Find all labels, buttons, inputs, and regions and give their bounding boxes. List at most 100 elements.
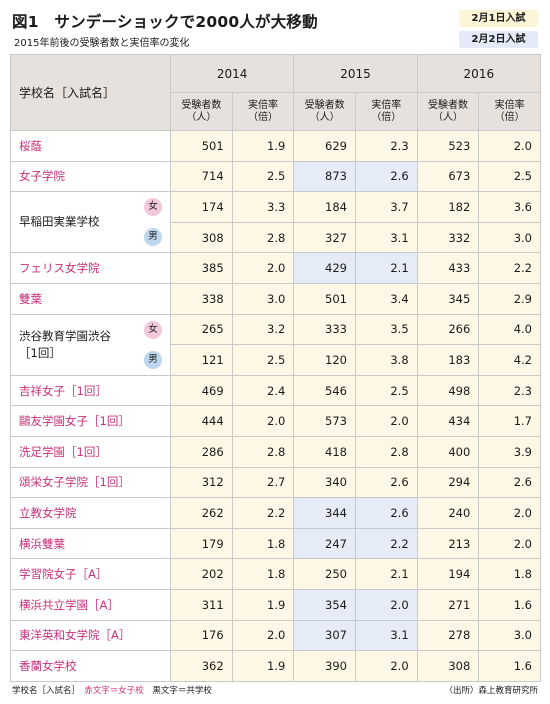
ratio-2015-cell: 3.1 bbox=[354, 619, 418, 652]
ratio-2014-cell: 3.3 bbox=[231, 191, 295, 223]
table-row: 吉祥女子［1回］ 469 2.4 546 2.5 498 2.3 bbox=[10, 374, 541, 407]
applicants-2016-cell: 240 bbox=[416, 497, 480, 529]
school-name: 吉祥女子［1回］ bbox=[10, 374, 171, 407]
ratio-2014-cell: 2.5 bbox=[231, 160, 295, 193]
applicants-2014-cell: 202 bbox=[170, 558, 233, 590]
applicants-2015-cell: 327 bbox=[293, 221, 356, 254]
applicants-table: 学校名［入試名］ 2014 2015 2016 受験者数 （人） 実倍率 （倍）… bbox=[10, 54, 541, 682]
applicants-2015-cell: 307 bbox=[293, 619, 356, 652]
gender-badge-female: 女 bbox=[144, 320, 162, 339]
ratio-2016-cell: 1.6 bbox=[478, 588, 541, 621]
applicants-2016-cell: 194 bbox=[416, 558, 480, 590]
gender-badge-female: 女 bbox=[144, 198, 162, 217]
figure-header: 図1 サンデーショックで2000人が大移動 2015年前後の受験者数と実倍率の変… bbox=[12, 8, 538, 52]
applicants-2014-cell: 385 bbox=[170, 252, 233, 284]
applicants-2016-cell: 332 bbox=[416, 221, 480, 254]
table-row: 香蘭女学校 362 1.9 390 2.0 308 1.6 bbox=[10, 650, 541, 682]
ratio-header-label: 実倍率 （倍） bbox=[494, 99, 525, 123]
school-name: 頌栄女子学院［1回］ bbox=[10, 466, 171, 499]
ratio-2016-cell: 2.9 bbox=[478, 282, 541, 315]
ratio-2016-cell: 3.9 bbox=[478, 435, 541, 468]
applicants-2014-cell: 714 bbox=[170, 160, 233, 193]
ratio-header-label: 実倍率 （倍） bbox=[371, 99, 402, 123]
ratio-2015-cell: 2.1 bbox=[354, 558, 418, 590]
applicants-2016-cell: 308 bbox=[416, 650, 480, 682]
school-name: 東洋英和女学院［A］ bbox=[10, 619, 171, 652]
applicants-2014-cell: 121 bbox=[170, 344, 233, 376]
applicants-2015-cell: 390 bbox=[293, 650, 356, 682]
applicants-2016-cell: 183 bbox=[416, 344, 480, 376]
ratio-2014-cell: 1.8 bbox=[231, 527, 295, 560]
ratio-2015-cell: 2.6 bbox=[354, 497, 418, 529]
ratio-2015-cell: 2.0 bbox=[354, 405, 418, 437]
footer-legend: 学校名［入試名］ 赤文字＝女子校 黒文字＝共学校 bbox=[12, 684, 212, 696]
applicants-2016-cell: 400 bbox=[416, 435, 480, 468]
table-row: 121 2.5 120 3.8 183 4.2 bbox=[11, 344, 541, 376]
school-name: 渋谷教育学園渋谷 ［1回］ bbox=[19, 328, 111, 360]
applicants-2014-cell: 265 bbox=[170, 313, 233, 346]
table-row: 渋谷教育学園渋谷 ［1回］ 女男 265 3.2 333 3.5 266 4.0 bbox=[10, 313, 541, 376]
applicants-2016-cell: 278 bbox=[416, 619, 480, 652]
applicants-2014-cell: 501 bbox=[170, 130, 233, 162]
applicants-2016-cell: 213 bbox=[416, 527, 480, 560]
school-name: 横浜共立学園［A］ bbox=[10, 588, 171, 621]
ratio-2014-cell: 2.4 bbox=[231, 374, 295, 407]
applicants-2016-cell: 294 bbox=[416, 466, 480, 499]
ratio-header: 実倍率 （倍） bbox=[231, 92, 295, 131]
footer-legend-girls: 赤文字＝女子校 bbox=[84, 686, 144, 696]
ratio-2015-cell: 3.7 bbox=[354, 191, 418, 223]
applicants-header-label: 受験者数 （人） bbox=[304, 99, 345, 123]
ratio-2016-cell: 2.6 bbox=[478, 466, 541, 499]
applicants-2015-cell: 333 bbox=[293, 313, 356, 346]
ratio-2015-cell: 2.6 bbox=[354, 466, 418, 499]
table-header: 学校名［入試名］ 2014 2015 2016 受験者数 （人） 実倍率 （倍）… bbox=[10, 54, 541, 131]
applicants-2016-cell: 266 bbox=[416, 313, 480, 346]
table-row: フェリス女学院 385 2.0 429 2.1 433 2.2 bbox=[10, 252, 541, 284]
ratio-2014-cell: 1.9 bbox=[231, 130, 295, 162]
ratio-2016-cell: 2.3 bbox=[478, 374, 541, 407]
applicants-header: 受験者数 （人） bbox=[293, 92, 356, 131]
applicants-2015-cell: 501 bbox=[293, 282, 356, 315]
applicants-2015-cell: 120 bbox=[293, 344, 356, 376]
school-name: フェリス女学院 bbox=[10, 252, 171, 284]
applicants-2014-cell: 286 bbox=[170, 435, 233, 468]
table-row: 横浜雙葉 179 1.8 247 2.2 213 2.0 bbox=[10, 527, 541, 560]
school-name-cell: 渋谷教育学園渋谷 ［1回］ 女男 bbox=[10, 313, 171, 376]
school-name-cell: 早稲田実業学校 女男 bbox=[10, 191, 171, 254]
figure-title: 図1 サンデーショックで2000人が大移動 bbox=[12, 13, 318, 31]
applicants-2014-cell: 312 bbox=[170, 466, 233, 499]
ratio-header: 実倍率 （倍） bbox=[354, 92, 418, 131]
gender-badge-male: 男 bbox=[144, 350, 162, 369]
school-name: 香蘭女学校 bbox=[10, 650, 171, 682]
ratio-2015-cell: 2.0 bbox=[354, 588, 418, 621]
ratio-2015-cell: 3.4 bbox=[354, 282, 418, 315]
ratio-2014-cell: 2.8 bbox=[231, 221, 295, 254]
applicants-2016-cell: 271 bbox=[416, 588, 480, 621]
ratio-2016-cell: 3.0 bbox=[478, 221, 541, 254]
year-header-2014: 2014 bbox=[169, 54, 295, 93]
ratio-2014-cell: 2.5 bbox=[231, 344, 295, 376]
ratio-2015-cell: 2.1 bbox=[354, 252, 418, 284]
school-name: 桜蔭 bbox=[10, 130, 171, 162]
ratio-2014-cell: 1.8 bbox=[231, 558, 295, 590]
applicants-2014-cell: 308 bbox=[170, 221, 233, 254]
applicants-2014-cell: 469 bbox=[170, 374, 233, 407]
table-row: 桜蔭 501 1.9 629 2.3 523 2.0 bbox=[10, 130, 541, 162]
figure-subtitle: 2015年前後の受験者数と実倍率の変化 bbox=[14, 38, 190, 49]
applicants-2015-cell: 250 bbox=[293, 558, 356, 590]
ratio-2016-cell: 2.0 bbox=[478, 497, 541, 529]
ratio-2016-cell: 3.0 bbox=[478, 619, 541, 652]
legend-feb1-exam: 2月1日入試 bbox=[459, 10, 538, 27]
applicants-2014-cell: 174 bbox=[170, 191, 233, 223]
ratio-2016-cell: 4.0 bbox=[478, 313, 541, 346]
applicants-2015-cell: 354 bbox=[293, 588, 356, 621]
footer-legend-coed: 黒文字＝共学校 bbox=[152, 686, 212, 696]
ratio-2014-cell: 2.0 bbox=[231, 619, 295, 652]
school-name: 女子学院 bbox=[10, 160, 171, 193]
applicants-2014-cell: 176 bbox=[170, 619, 233, 652]
table-row: 鷗友学園女子［1回］ 444 2.0 573 2.0 434 1.7 bbox=[10, 405, 541, 437]
school-name: 横浜雙葉 bbox=[10, 527, 171, 560]
applicants-2016-cell: 433 bbox=[416, 252, 480, 284]
ratio-2015-cell: 2.8 bbox=[354, 435, 418, 468]
table-row: 立教女学院 262 2.2 344 2.6 240 2.0 bbox=[10, 497, 541, 529]
